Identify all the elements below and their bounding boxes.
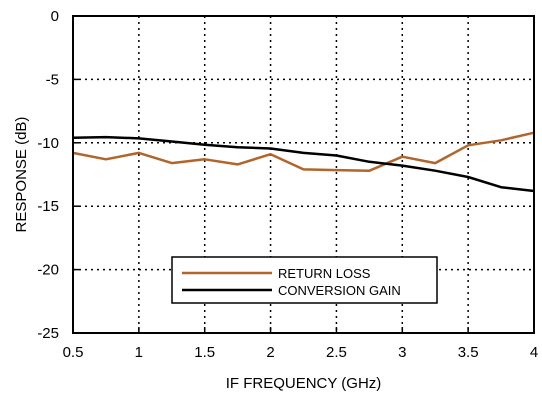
x-tick-label: 4: [530, 344, 538, 361]
x-tick-label: 2.5: [326, 344, 347, 361]
x-tick-label: 1.5: [194, 344, 215, 361]
x-axis-title: IF FREQUENCY (GHz): [226, 375, 382, 392]
y-tick-label: -5: [46, 71, 59, 88]
legend: RETURN LOSS CONVERSION GAIN: [172, 257, 437, 303]
y-tick-label: 0: [51, 8, 59, 25]
x-tick-label: 2: [266, 344, 274, 361]
x-tick-label: 3.5: [458, 344, 479, 361]
x-tick-label: 1: [135, 344, 143, 361]
y-tick-label: -25: [37, 325, 59, 342]
y-tick-label: -20: [37, 262, 59, 279]
x-tick-label: 0.5: [63, 344, 84, 361]
y-tick-label: -10: [37, 135, 59, 152]
x-tick-label: 3: [398, 344, 406, 361]
y-tick-label: -15: [37, 198, 59, 215]
legend-label-return-loss: RETURN LOSS: [278, 266, 371, 281]
y-axis-title: RESPONSE (dB): [13, 117, 30, 233]
legend-label-conversion-gain: CONVERSION GAIN: [278, 283, 401, 298]
